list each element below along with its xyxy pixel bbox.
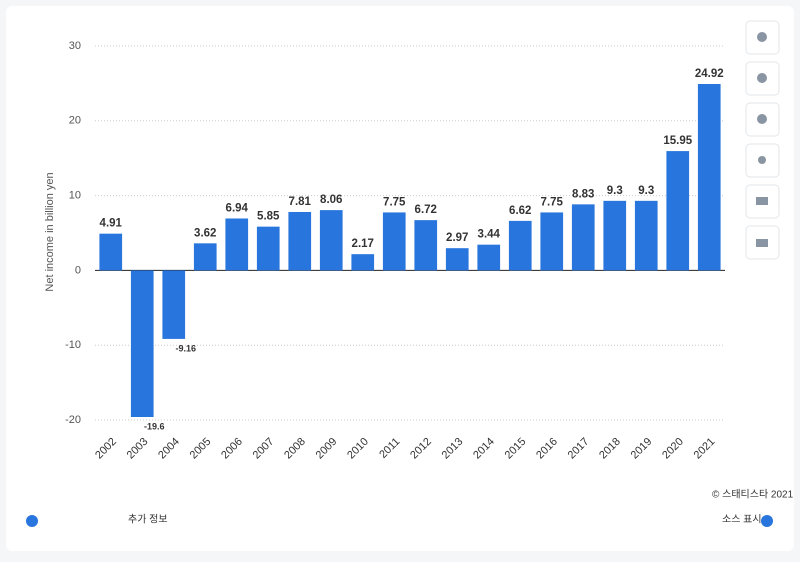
copyright[interactable]: © 스태티스타 2021 (712, 489, 794, 501)
value-label: -9.16 (175, 343, 196, 353)
info-icon[interactable] (26, 515, 38, 527)
bar (256, 226, 280, 271)
bar (603, 200, 627, 271)
y-tick-label: 30 (69, 40, 81, 52)
y-tick-label: -10 (65, 339, 81, 351)
bar (540, 212, 564, 271)
bar (351, 254, 375, 271)
bar (382, 212, 406, 271)
bar (225, 218, 249, 271)
value-label: 6.94 (226, 203, 249, 215)
value-label: 6.72 (415, 204, 437, 216)
y-tick-label: -20 (65, 414, 81, 426)
value-label: 2.97 (446, 232, 468, 244)
value-label: 9.3 (607, 185, 623, 197)
value-label: 3.44 (478, 229, 501, 241)
value-label: 6.62 (509, 205, 531, 217)
more-info[interactable]: 추가 정보 (128, 514, 168, 526)
bar (697, 83, 721, 271)
bar (571, 204, 595, 271)
value-label: 15.95 (663, 135, 692, 147)
panel (6, 6, 794, 551)
value-label: 24.92 (695, 68, 724, 80)
value-label: -19.6 (144, 421, 165, 431)
bar (477, 244, 501, 271)
bar (414, 220, 438, 271)
bar (634, 200, 658, 271)
value-label: 4.91 (100, 218, 123, 230)
value-label: 2.17 (352, 238, 374, 250)
value-label: 9.3 (638, 185, 654, 197)
y-tick-label: 20 (69, 115, 81, 127)
show-source[interactable]: 소스 표시 (722, 514, 762, 526)
value-label: 8.83 (572, 188, 594, 200)
bar (445, 248, 469, 271)
value-label: 5.85 (257, 211, 280, 223)
value-label: 3.62 (194, 227, 216, 239)
y-axis-label: Net income in billion yen (44, 172, 56, 291)
bar (666, 151, 690, 271)
bar (99, 233, 123, 271)
source-icon[interactable] (761, 515, 773, 527)
bar (130, 270, 154, 418)
value-label: 7.81 (289, 196, 312, 208)
bar (162, 270, 186, 339)
value-label: 7.75 (541, 196, 564, 208)
bar (508, 220, 532, 271)
bar (288, 211, 312, 271)
sidebar (745, 20, 780, 260)
value-label: 8.06 (320, 194, 342, 206)
value-label: 7.75 (383, 196, 406, 208)
bar (193, 243, 217, 271)
y-tick-label: 10 (69, 190, 81, 202)
bar (319, 210, 343, 271)
y-tick-label: 0 (75, 264, 81, 276)
